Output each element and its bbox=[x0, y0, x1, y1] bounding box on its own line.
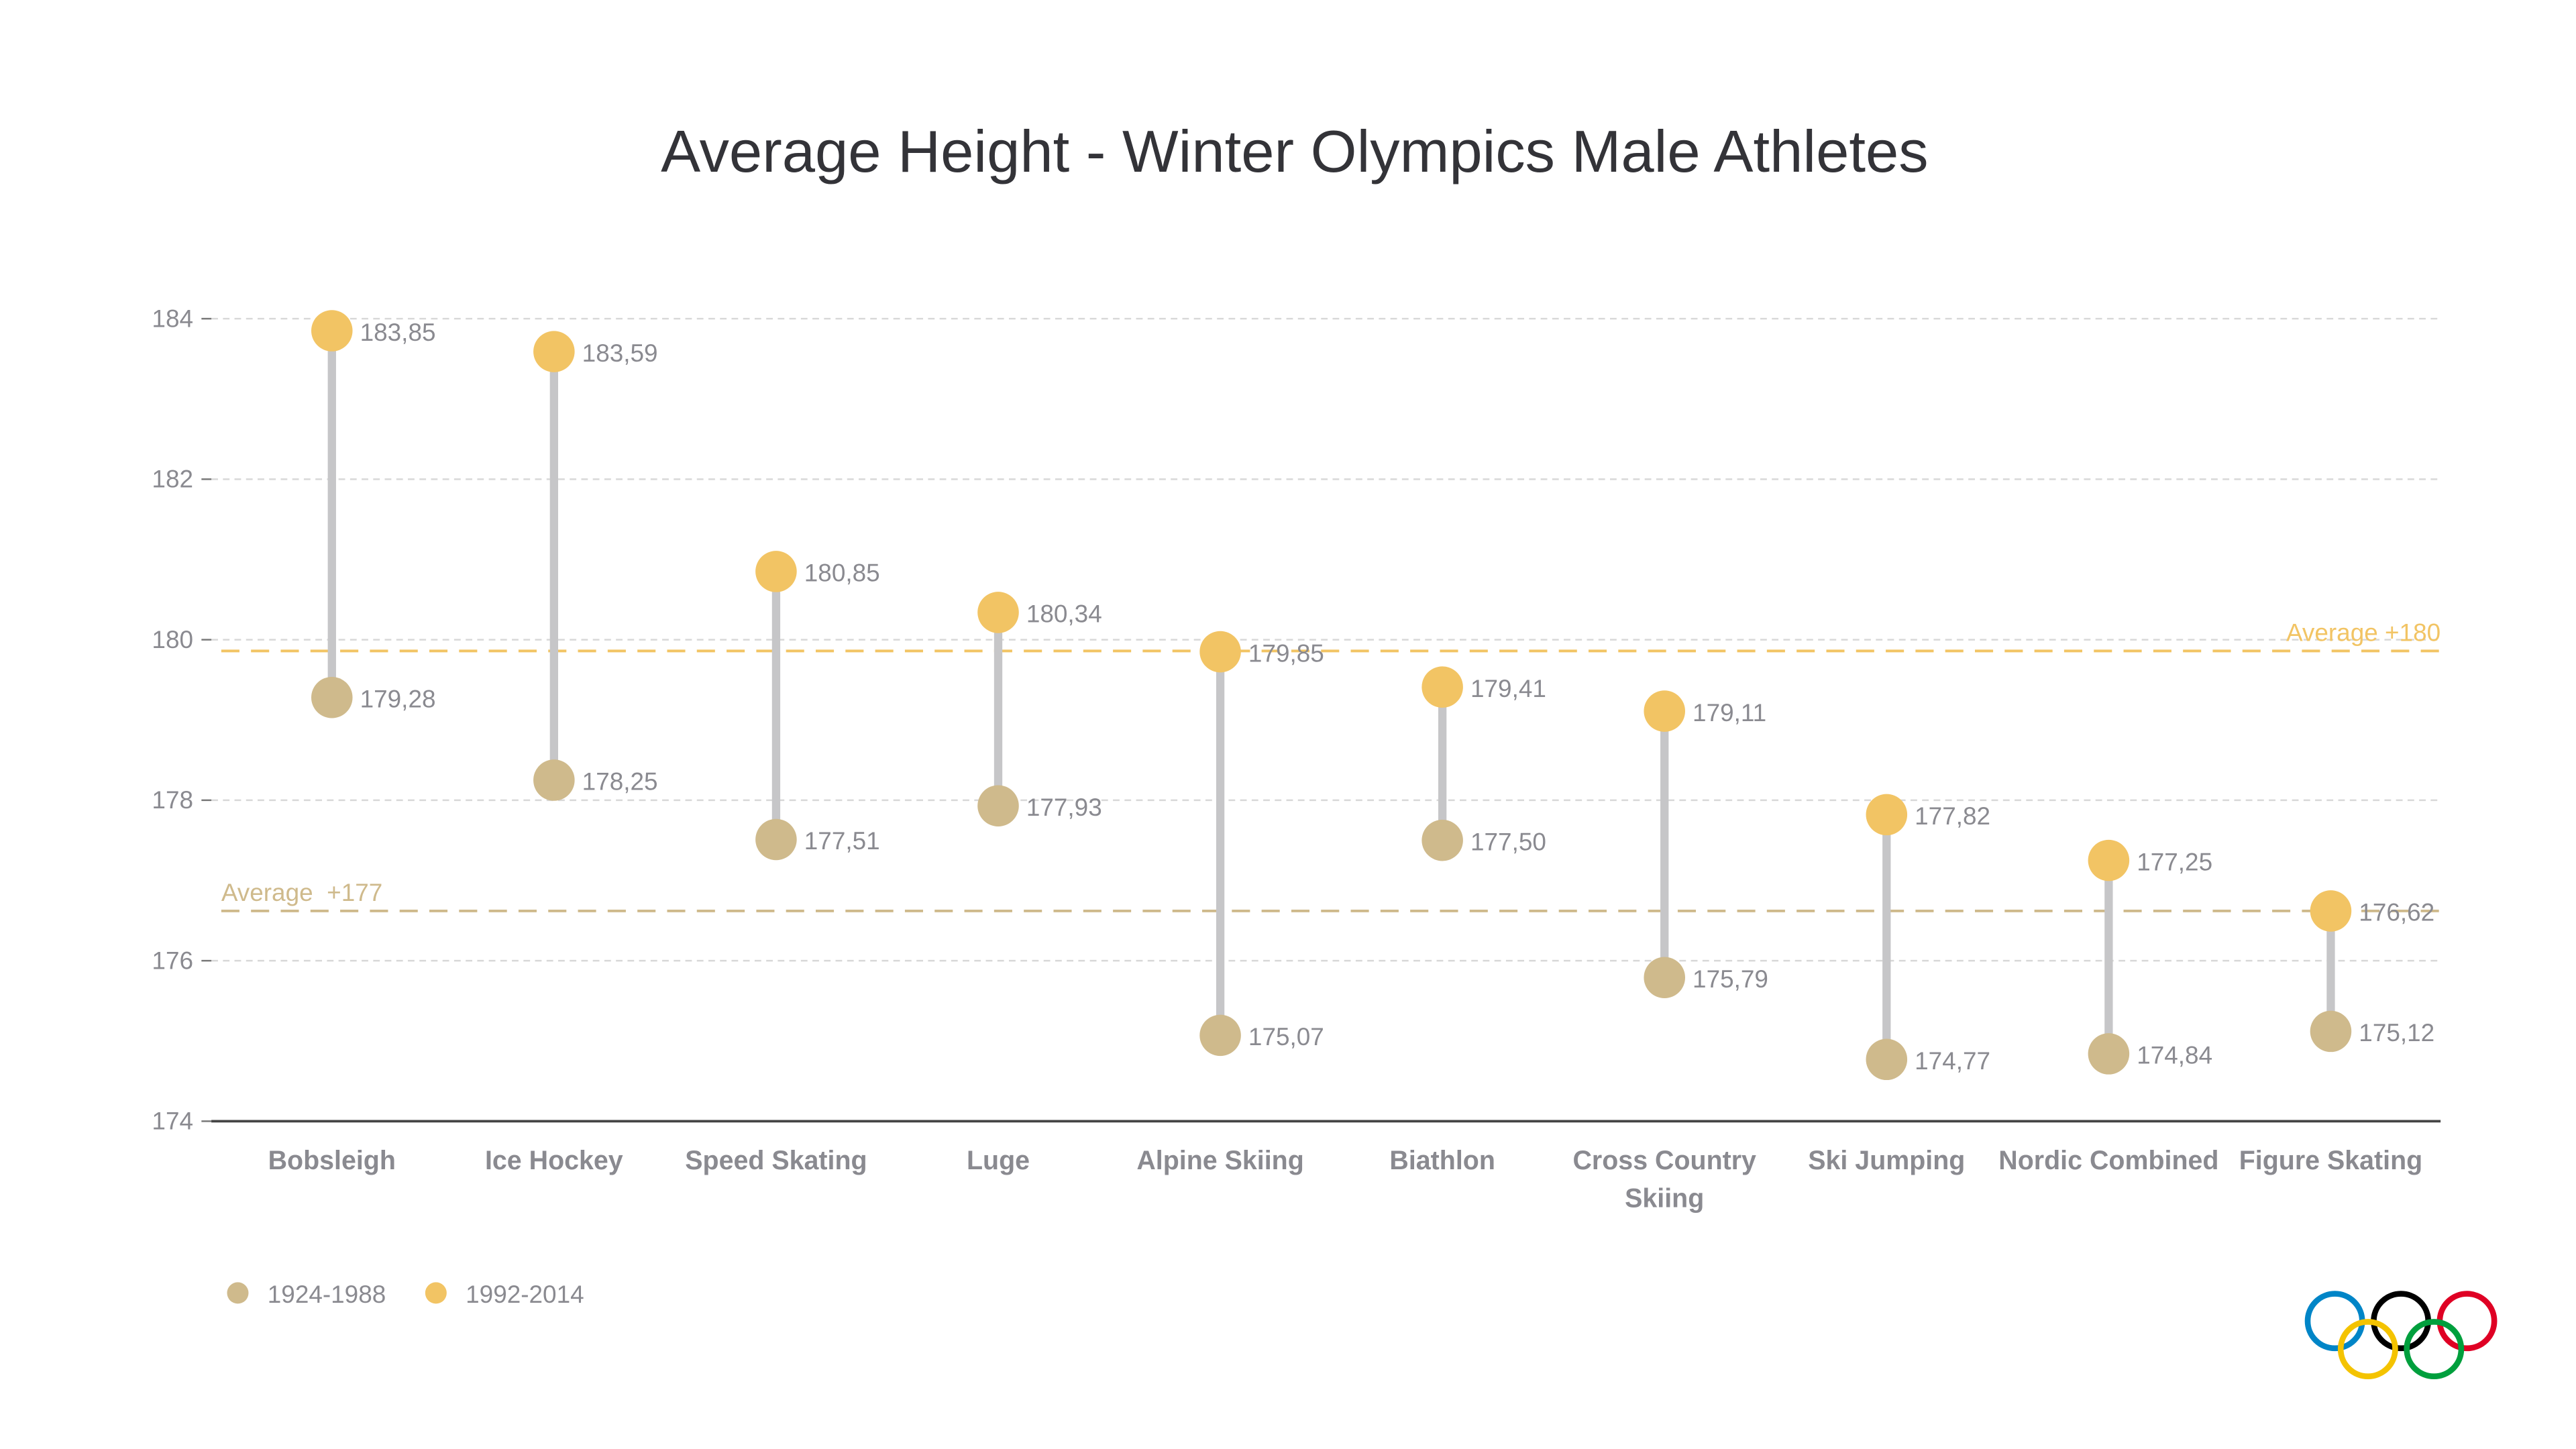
data-label: 177,51 bbox=[804, 827, 880, 855]
data-label: 176,62 bbox=[2359, 899, 2434, 926]
data-point[interactable] bbox=[755, 551, 797, 592]
data-label: 177,25 bbox=[2137, 848, 2212, 875]
data-point[interactable] bbox=[1199, 631, 1241, 673]
chart-title: Average Height - Winter Olympics Male At… bbox=[661, 118, 1928, 184]
x-tick-label: Alpine Skiing bbox=[1136, 1146, 1303, 1175]
data-point[interactable] bbox=[977, 785, 1019, 827]
legend-marker bbox=[227, 1282, 249, 1304]
olympic-rings-logo bbox=[2304, 1291, 2498, 1379]
data-label: 180,85 bbox=[804, 559, 880, 587]
data-label: 177,50 bbox=[1470, 828, 1546, 855]
x-tick-label: Skiing bbox=[1625, 1183, 1704, 1213]
data-point[interactable] bbox=[1421, 666, 1463, 708]
data-label: 183,85 bbox=[360, 319, 436, 346]
data-label: 183,59 bbox=[582, 339, 658, 367]
data-label: 177,82 bbox=[1915, 802, 1990, 830]
reference-label: Average +180 bbox=[2286, 619, 2440, 647]
data-point[interactable] bbox=[533, 331, 575, 372]
x-tick-label: Ski Jumping bbox=[1808, 1146, 1965, 1175]
data-label: 179,85 bbox=[1248, 639, 1324, 667]
y-tick-label: 184 bbox=[152, 305, 193, 332]
reference-lines: Average +180 Average +177 bbox=[221, 619, 2441, 912]
grid: 174 176 178 180 182 184 bbox=[152, 305, 2441, 1135]
data-label: 179,11 bbox=[1693, 699, 1766, 727]
x-axis-labels: Bobsleigh Ice Hockey Speed Skating Luge Alpi… bbox=[268, 1146, 2423, 1214]
data-label: 179,28 bbox=[360, 686, 436, 713]
data-point[interactable] bbox=[755, 818, 797, 861]
data-label: 174,84 bbox=[2137, 1042, 2212, 1069]
x-tick-label: Ice Hockey bbox=[485, 1146, 623, 1175]
legend-label[interactable]: 1924-1988 bbox=[268, 1281, 386, 1308]
legend: 1924-1988 1992-2014 bbox=[227, 1281, 584, 1308]
x-tick-label: Luge bbox=[967, 1146, 1030, 1175]
data-point[interactable] bbox=[1199, 1014, 1241, 1057]
data-label: 175,07 bbox=[1248, 1023, 1324, 1051]
y-tick-label: 178 bbox=[152, 786, 193, 814]
reference-label: Average +177 bbox=[221, 879, 382, 906]
x-tick-label: Speed Skating bbox=[685, 1146, 867, 1175]
y-tick-label: 174 bbox=[152, 1108, 193, 1135]
data-point[interactable] bbox=[311, 676, 353, 718]
data-point[interactable] bbox=[1644, 957, 1685, 999]
data-label: 175,12 bbox=[2359, 1019, 2434, 1046]
data-point[interactable] bbox=[2310, 890, 2352, 932]
x-tick-label: Cross Country bbox=[1572, 1146, 1756, 1175]
x-tick-label: Figure Skating bbox=[2239, 1146, 2422, 1175]
y-tick-label: 176 bbox=[152, 947, 193, 974]
data-label: 174,77 bbox=[1915, 1047, 1990, 1075]
data-marks: 179,28 183,85 178,25 183,59 177,51 180,85 177,… bbox=[311, 310, 2434, 1081]
data-label: 175,79 bbox=[1693, 965, 1768, 993]
legend-marker bbox=[425, 1282, 447, 1304]
data-point[interactable] bbox=[2088, 839, 2130, 881]
x-tick-label: Biathlon bbox=[1389, 1146, 1495, 1175]
data-point[interactable] bbox=[2088, 1033, 2130, 1075]
data-point[interactable] bbox=[1866, 794, 1908, 836]
data-point[interactable] bbox=[1421, 819, 1463, 861]
data-point[interactable] bbox=[2310, 1010, 2352, 1053]
data-label: 180,34 bbox=[1026, 600, 1102, 628]
legend-label[interactable]: 1992-2014 bbox=[466, 1281, 584, 1308]
data-label: 177,93 bbox=[1026, 794, 1102, 821]
data-label: 179,41 bbox=[1470, 675, 1546, 702]
data-point[interactable] bbox=[1866, 1038, 1908, 1081]
data-point[interactable] bbox=[311, 310, 353, 352]
data-point[interactable] bbox=[977, 592, 1019, 633]
x-tick-label: Nordic Combined bbox=[1998, 1146, 2218, 1175]
data-label: 178,25 bbox=[582, 768, 658, 796]
y-tick-label: 180 bbox=[152, 626, 193, 653]
data-point[interactable] bbox=[1644, 690, 1685, 732]
x-tick-label: Bobsleigh bbox=[268, 1146, 396, 1175]
y-tick-label: 182 bbox=[152, 466, 193, 493]
data-point[interactable] bbox=[533, 759, 575, 801]
